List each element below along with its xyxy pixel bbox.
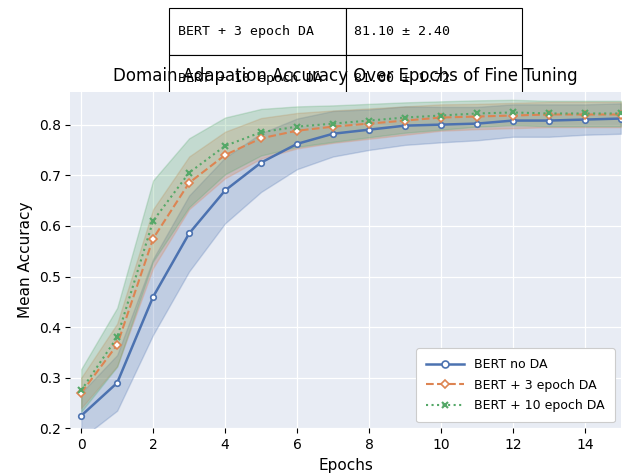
BERT + 10 epoch DA bbox=[329, 121, 337, 127]
BERT + 3 epoch DA bbox=[185, 180, 193, 186]
BERT no DA bbox=[617, 116, 625, 121]
BERT no DA bbox=[437, 122, 445, 128]
Line: BERT + 10 epoch DA: BERT + 10 epoch DA bbox=[77, 109, 624, 394]
BERT + 3 epoch DA bbox=[113, 342, 121, 348]
BERT + 3 epoch DA bbox=[509, 113, 516, 119]
BERT + 3 epoch DA bbox=[437, 115, 445, 120]
BERT + 10 epoch DA bbox=[545, 110, 553, 116]
BERT + 3 epoch DA bbox=[77, 390, 85, 396]
BERT + 10 epoch DA bbox=[365, 118, 373, 123]
BERT + 10 epoch DA bbox=[113, 335, 121, 340]
BERT + 3 epoch DA bbox=[401, 118, 409, 123]
BERT + 3 epoch DA bbox=[149, 236, 157, 241]
BERT + 10 epoch DA bbox=[257, 129, 265, 135]
BERT no DA bbox=[185, 231, 193, 237]
BERT + 3 epoch DA bbox=[221, 152, 229, 158]
BERT + 10 epoch DA bbox=[581, 110, 589, 116]
BERT + 3 epoch DA bbox=[581, 112, 589, 118]
BERT no DA bbox=[329, 131, 337, 137]
Line: BERT no DA: BERT no DA bbox=[79, 116, 623, 418]
BERT no DA bbox=[221, 188, 229, 193]
BERT + 10 epoch DA bbox=[149, 218, 157, 224]
Y-axis label: Mean Accuracy: Mean Accuracy bbox=[18, 202, 33, 318]
BERT + 3 epoch DA bbox=[365, 121, 373, 127]
BERT + 10 epoch DA bbox=[509, 109, 516, 115]
BERT + 10 epoch DA bbox=[77, 387, 85, 393]
BERT no DA bbox=[113, 380, 121, 386]
BERT no DA bbox=[257, 160, 265, 166]
X-axis label: Epochs: Epochs bbox=[318, 458, 373, 473]
BERT + 10 epoch DA bbox=[221, 143, 229, 149]
BERT no DA bbox=[401, 123, 409, 129]
Line: BERT + 3 epoch DA: BERT + 3 epoch DA bbox=[79, 112, 623, 396]
BERT no DA bbox=[77, 413, 85, 418]
BERT + 10 epoch DA bbox=[617, 110, 625, 116]
BERT + 3 epoch DA bbox=[329, 124, 337, 129]
BERT + 10 epoch DA bbox=[401, 115, 409, 120]
BERT + 10 epoch DA bbox=[437, 113, 445, 119]
BERT no DA bbox=[473, 121, 481, 127]
BERT no DA bbox=[293, 141, 301, 147]
BERT no DA bbox=[581, 117, 589, 122]
BERT + 3 epoch DA bbox=[257, 136, 265, 141]
BERT no DA bbox=[149, 294, 157, 299]
BERT no DA bbox=[545, 118, 553, 123]
BERT + 3 epoch DA bbox=[473, 114, 481, 119]
BERT + 10 epoch DA bbox=[473, 110, 481, 116]
BERT + 10 epoch DA bbox=[185, 170, 193, 176]
BERT + 3 epoch DA bbox=[293, 128, 301, 134]
BERT + 3 epoch DA bbox=[617, 112, 625, 118]
BERT + 3 epoch DA bbox=[545, 112, 553, 118]
BERT + 10 epoch DA bbox=[293, 124, 301, 129]
Title: Domain Adapation Accuracy Over Epochs of Fine Tuning: Domain Adapation Accuracy Over Epochs of… bbox=[113, 67, 578, 85]
BERT no DA bbox=[509, 118, 516, 123]
Legend: BERT no DA, BERT + 3 epoch DA, BERT + 10 epoch DA: BERT no DA, BERT + 3 epoch DA, BERT + 10… bbox=[417, 348, 614, 422]
BERT no DA bbox=[365, 127, 373, 132]
